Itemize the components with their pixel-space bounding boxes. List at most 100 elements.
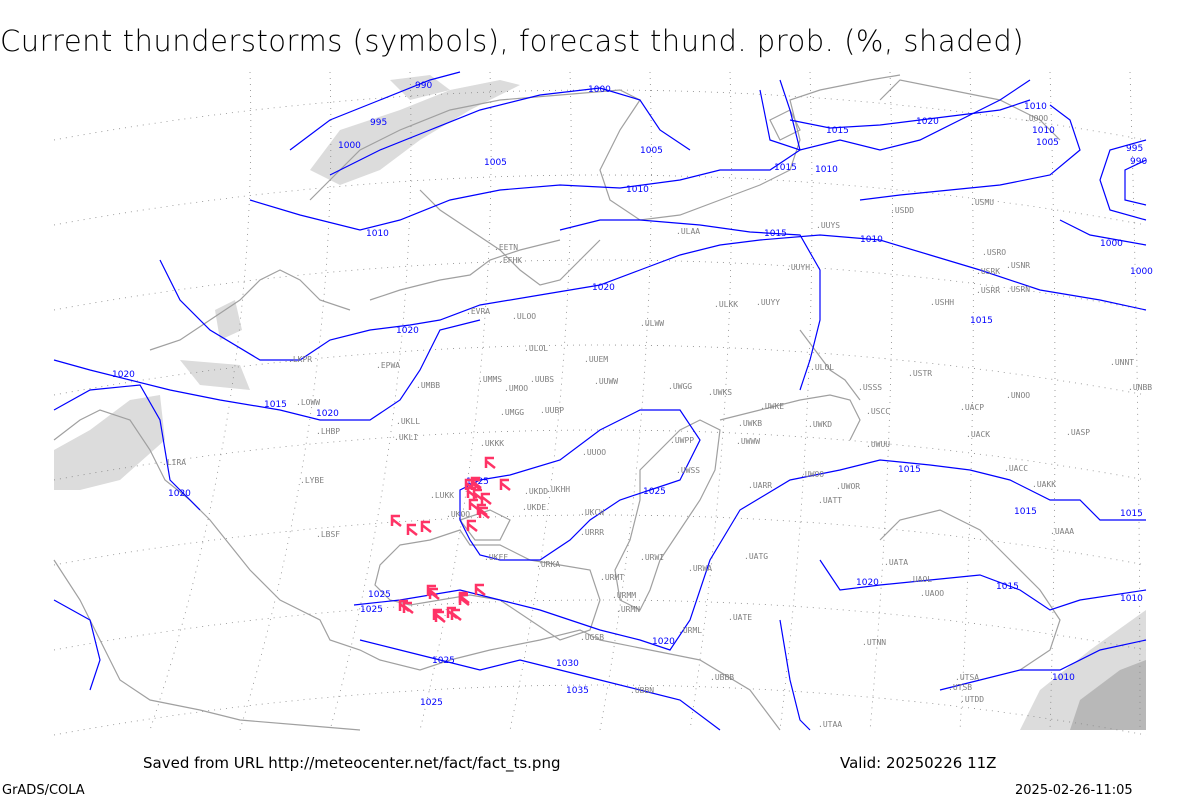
coastline bbox=[879, 79, 1061, 141]
isobar bbox=[329, 87, 691, 176]
station-label: .UKFF bbox=[484, 553, 508, 562]
station-label: .USDD bbox=[890, 206, 914, 215]
isobar-label: 1000 bbox=[1130, 267, 1153, 277]
station-label: .URML bbox=[678, 626, 702, 635]
isobar bbox=[353, 459, 1146, 651]
isobar-label: 1025 bbox=[643, 487, 666, 497]
coastline bbox=[719, 394, 861, 441]
station-label: .EETN bbox=[494, 243, 518, 252]
isobar-label: 1015 bbox=[826, 126, 849, 136]
isobar-label: 1015 bbox=[1014, 507, 1037, 517]
station-label: .UKCW bbox=[580, 508, 604, 517]
isobar-label: 1005 bbox=[484, 158, 507, 168]
isobar-label: 1015 bbox=[898, 465, 921, 475]
station-label: .UNNT bbox=[1110, 358, 1134, 367]
station-label: .EFHK bbox=[498, 256, 522, 265]
station-label: .UATG bbox=[744, 552, 768, 561]
station-label: .LHBP bbox=[316, 427, 340, 436]
thunderstorm-icon bbox=[464, 478, 476, 491]
station-label: .UWPP bbox=[670, 436, 694, 445]
map-title: Current thunderstorms (symbols), forecas… bbox=[0, 24, 1025, 58]
thunderstorm-icon bbox=[428, 587, 440, 600]
station-label: .UWOO bbox=[800, 470, 824, 479]
station-label: .USSS bbox=[858, 383, 882, 392]
station-label: .UBBB bbox=[710, 673, 734, 682]
station-label: .UKDD bbox=[524, 487, 548, 496]
station-label: .LKPR bbox=[288, 355, 312, 364]
isobar-label: 1020 bbox=[396, 326, 419, 336]
station-label: .UATE bbox=[728, 613, 752, 622]
shaded-area bbox=[390, 75, 450, 100]
isobar bbox=[53, 384, 201, 511]
thunderstorm-icon bbox=[478, 506, 490, 519]
station-label: .USMU bbox=[970, 198, 994, 207]
thunderstorm-icon bbox=[499, 478, 511, 491]
station-label: .UTSB bbox=[948, 683, 972, 692]
coastlines bbox=[53, 74, 1061, 731]
isobar bbox=[249, 79, 801, 231]
station-label: .UWOR bbox=[836, 482, 860, 491]
station-label: .URMN bbox=[616, 605, 640, 614]
shaded-area bbox=[215, 300, 242, 340]
station-label: .UTAA bbox=[818, 720, 842, 729]
station-label: .UUWW bbox=[594, 377, 618, 386]
station-label: .UWWW bbox=[736, 437, 760, 446]
isobar-label: 1010 bbox=[1032, 126, 1055, 136]
station-label: .UKLI bbox=[394, 433, 418, 442]
station-label: .USRK bbox=[976, 267, 1000, 276]
station-label: .URMM bbox=[612, 591, 636, 600]
station-label: .UUBS bbox=[530, 375, 554, 384]
station-label: .UWSS bbox=[676, 466, 700, 475]
isobar-label: 1020 bbox=[856, 578, 879, 588]
station-label: .LIRA bbox=[162, 458, 186, 467]
station-label: .USHH bbox=[930, 298, 954, 307]
station-label: .ULWW bbox=[640, 319, 664, 328]
software-credit: GrADS/COLA bbox=[2, 783, 85, 798]
station-label: .EVRA bbox=[466, 307, 490, 316]
station-label: .USTR bbox=[908, 369, 932, 378]
isobar bbox=[359, 639, 721, 731]
isobar bbox=[53, 319, 481, 421]
isobar-label: 1005 bbox=[1036, 138, 1059, 148]
isobar-label: 1015 bbox=[774, 163, 797, 173]
station-label: .UGSB bbox=[580, 633, 604, 642]
station-label: .UMGG bbox=[500, 408, 524, 417]
station-label: .UAAA bbox=[1050, 527, 1074, 536]
station-label: .UBBN bbox=[630, 686, 654, 695]
station-label: .UUYH bbox=[786, 263, 810, 272]
station-label: .URMT bbox=[600, 573, 624, 582]
station-label: .UASP bbox=[1066, 428, 1090, 437]
coastline bbox=[459, 509, 511, 541]
isobar-label: 1015 bbox=[970, 316, 993, 326]
isobar-label: 1000 bbox=[338, 141, 361, 151]
isobar bbox=[289, 71, 461, 151]
isobar-label: 1010 bbox=[815, 165, 838, 175]
station-label: .USRO bbox=[982, 248, 1006, 257]
station-label: .ULOL bbox=[524, 344, 548, 353]
isobar bbox=[53, 599, 101, 691]
coastline bbox=[419, 189, 601, 286]
isobar-label: 1025 bbox=[360, 605, 383, 615]
station-label: .URWA bbox=[688, 564, 712, 573]
isobar-label: 1035 bbox=[566, 686, 589, 696]
station-label: .UUOO bbox=[582, 448, 606, 457]
thunderstorm-icon bbox=[450, 608, 462, 621]
parallel bbox=[53, 259, 1147, 311]
thunderstorm-icon bbox=[390, 514, 402, 527]
isobar-label: 1015 bbox=[996, 582, 1019, 592]
thunderstorm-icon bbox=[466, 519, 478, 532]
station-label: .LOWW bbox=[296, 398, 320, 407]
isobar bbox=[559, 219, 821, 391]
isobar bbox=[779, 619, 811, 731]
station-label: .EPWA bbox=[376, 361, 400, 370]
thunderstorm-icon bbox=[402, 601, 414, 614]
station-label: .UWKS bbox=[708, 388, 732, 397]
parallel bbox=[53, 684, 1147, 736]
isobar-label: 1000 bbox=[1100, 239, 1123, 249]
station-label: .UWUU bbox=[866, 440, 890, 449]
isobar bbox=[1099, 139, 1147, 221]
isobar bbox=[1059, 219, 1147, 246]
coastline bbox=[369, 239, 561, 301]
thunderstorm-icon bbox=[420, 520, 432, 533]
